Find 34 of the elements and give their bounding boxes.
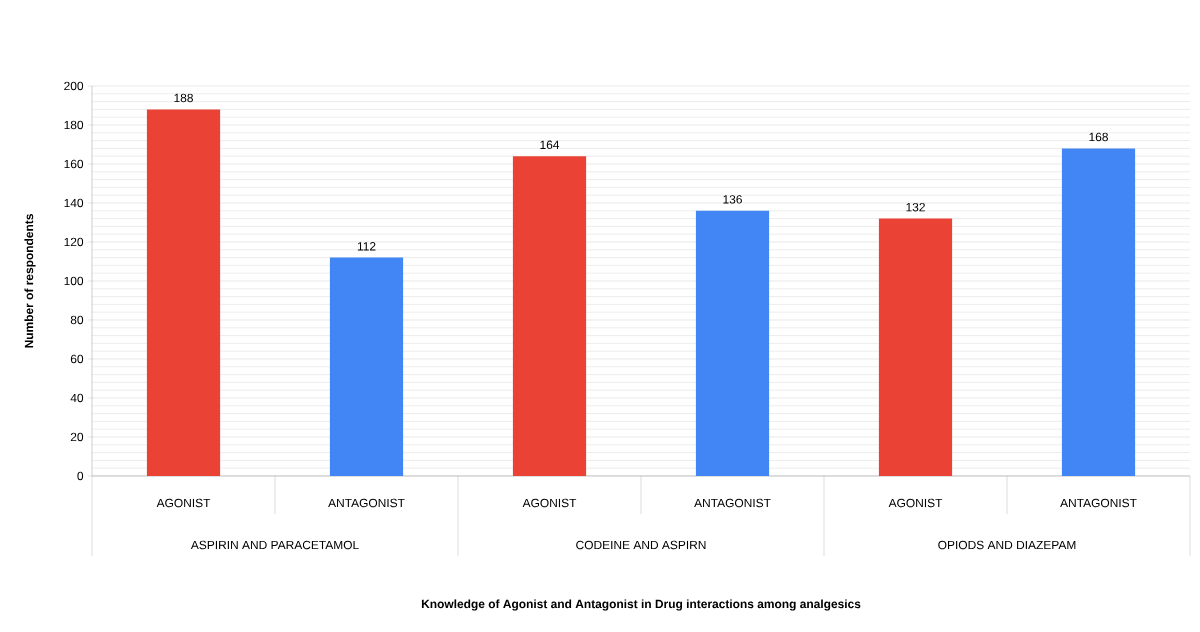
bar (1061, 148, 1136, 476)
x-tick-label: AGONIST (522, 498, 577, 508)
text: OPIODS AND DIAZEPAM (938, 540, 1076, 550)
bar (878, 218, 953, 476)
bar (512, 156, 587, 476)
data-label: 188 (174, 93, 193, 103)
y-axis-title: Number of respondents (24, 214, 36, 348)
y-tick-label: 200 (64, 81, 84, 91)
y-tick-label: 160 (64, 159, 84, 169)
x-tick-label: ANTAGONIST (328, 498, 405, 508)
x-tick-label: ANTAGONIST (694, 498, 771, 508)
y-tick-label: 20 (70, 432, 84, 442)
data-label: 112 (357, 242, 376, 251)
data-label: 168 (1089, 132, 1108, 142)
bar (695, 210, 770, 476)
x-tick-label: ANTAGONIST (1060, 498, 1137, 508)
y-tick-label: 140 (64, 198, 84, 208)
bar (329, 257, 404, 476)
data-label: 136 (723, 195, 742, 204)
x-tick-label: AGONIST (888, 498, 943, 508)
y-tick-label: 60 (70, 354, 84, 364)
y-tick-label: 100 (64, 276, 84, 286)
text: CODEINE AND ASPIRN (576, 540, 706, 550)
text: Knowledge of Agonist and Antagonist in Drug interactions among analgesics (421, 599, 861, 611)
data-label: 164 (540, 140, 560, 149)
data-label: 132 (906, 202, 925, 212)
x-tick-label: AGONIST (156, 498, 211, 508)
y-tick-label: 80 (70, 315, 84, 325)
bar (146, 109, 221, 476)
y-tick-label: 40 (70, 393, 84, 403)
y-tick-label: 0 (77, 471, 84, 481)
y-tick-label: 180 (64, 120, 84, 130)
y-tick-label: 120 (64, 237, 84, 247)
text: ASPIRIN AND PARACETAMOL (190, 540, 359, 550)
